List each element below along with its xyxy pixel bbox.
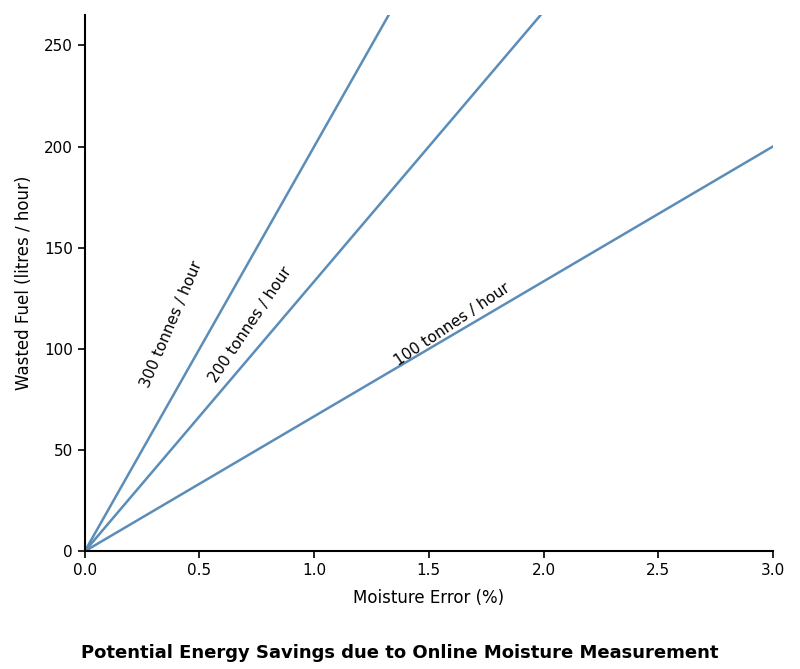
Text: Potential Energy Savings due to Online Moisture Measurement: Potential Energy Savings due to Online M… — [82, 644, 718, 662]
X-axis label: Moisture Error (%): Moisture Error (%) — [354, 589, 504, 607]
Y-axis label: Wasted Fuel (litres / hour): Wasted Fuel (litres / hour) — [15, 176, 33, 390]
Text: 100 tonnes / hour: 100 tonnes / hour — [391, 280, 512, 369]
Text: 300 tonnes / hour: 300 tonnes / hour — [138, 259, 206, 390]
Text: 200 tonnes / hour: 200 tonnes / hour — [206, 264, 294, 385]
